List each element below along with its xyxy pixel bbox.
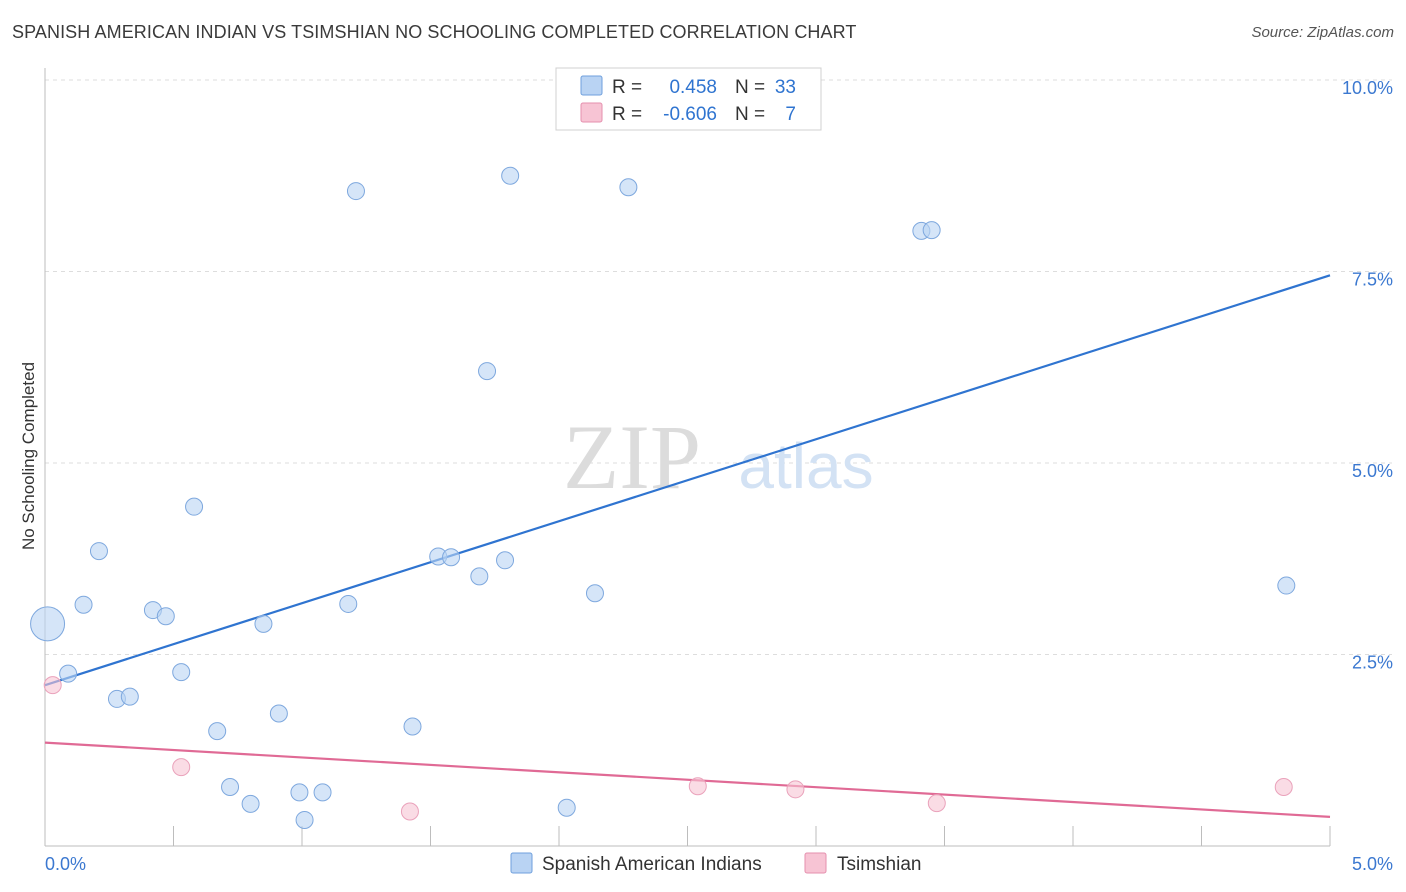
data-point-blue[interactable] [557, 798, 576, 817]
data-point-blue[interactable] [208, 722, 227, 741]
data-point-blue[interactable] [442, 548, 461, 567]
data-point-blue[interactable] [313, 783, 332, 802]
x-tick-label: 0.0% [45, 854, 86, 874]
y-tick-label: 7.5% [1352, 270, 1393, 290]
data-point-pink[interactable] [1274, 778, 1293, 797]
data-point-pink[interactable] [927, 794, 946, 813]
stats-row-pink: R = -0.606 N = 7 [580, 102, 796, 125]
data-point-blue[interactable] [496, 551, 515, 570]
x-tick-label: 5.0% [1352, 854, 1393, 874]
data-point-blue[interactable] [172, 663, 191, 682]
data-point-blue[interactable] [1277, 576, 1296, 595]
data-point-blue[interactable] [470, 567, 489, 586]
data-point-pink[interactable] [786, 780, 805, 799]
data-point-pink[interactable] [688, 777, 707, 796]
data-point-blue[interactable] [30, 606, 66, 642]
data-point-pink[interactable] [172, 758, 191, 777]
legend-item-spanish-american-indians[interactable]: Spanish American Indians [510, 852, 762, 875]
legend-label: Tsimshian [837, 854, 921, 875]
data-point-blue[interactable] [74, 595, 93, 614]
data-point-blue[interactable] [185, 497, 204, 516]
data-point-blue[interactable] [295, 810, 314, 829]
data-point-blue[interactable] [221, 778, 240, 797]
source-label: Source: ZipAtlas.com [1251, 24, 1394, 41]
y-tick-label: 5.0% [1352, 461, 1393, 481]
n-label: N = [735, 104, 765, 125]
data-point-blue[interactable] [254, 614, 273, 633]
r-value: -0.606 [663, 104, 717, 125]
data-point-blue[interactable] [403, 717, 422, 736]
legend-swatch-pink [804, 852, 827, 874]
blue-swatch [580, 75, 603, 96]
data-point-blue[interactable] [501, 166, 520, 185]
data-point-blue[interactable] [339, 594, 358, 613]
watermark: ZIP atlas [563, 406, 874, 508]
data-point-blue[interactable] [120, 687, 139, 706]
legend-swatch-blue [510, 852, 533, 874]
chart-title: SPANISH AMERICAN INDIAN VS TSIMSHIAN NO … [12, 22, 857, 42]
data-point-pink[interactable] [43, 676, 62, 695]
data-point-blue[interactable] [89, 542, 108, 561]
stats-legend: R = 0.458 N = 33 R = -0.606 N = 7 [555, 67, 822, 131]
data-point-blue[interactable] [346, 182, 365, 201]
legend-item-tsimshian[interactable]: Tsimshian [804, 852, 921, 875]
n-value: 7 [785, 104, 796, 125]
watermark-zip: ZIP [563, 406, 701, 508]
stats-row-blue: R = 0.458 N = 33 [580, 75, 796, 98]
watermark-atlas: atlas [738, 430, 873, 502]
trend-line-pink [44, 741, 1331, 818]
data-point-blue[interactable] [241, 794, 260, 813]
legend-label: Spanish American Indians [542, 854, 762, 875]
n-value: 33 [775, 77, 796, 98]
data-point-pink[interactable] [400, 802, 419, 821]
y-tick-label: 2.5% [1352, 653, 1393, 673]
r-label: R = [612, 77, 642, 98]
n-label: N = [735, 77, 765, 98]
data-point-blue[interactable] [478, 362, 497, 381]
data-point-blue[interactable] [585, 584, 604, 603]
trend-line-blue [44, 274, 1331, 687]
data-point-blue[interactable] [619, 178, 638, 197]
series-legend: Spanish American Indians Tsimshian [510, 852, 921, 875]
data-point-blue[interactable] [59, 664, 78, 683]
r-value: 0.458 [669, 77, 717, 98]
data-point-blue[interactable] [156, 607, 175, 626]
data-point-blue[interactable] [290, 783, 309, 802]
data-point-blue[interactable] [922, 221, 941, 240]
y-tick-label: 10.0% [1342, 78, 1393, 98]
r-label: R = [612, 104, 642, 125]
y-axis-label: No Schooling Completed [19, 362, 38, 550]
pink-swatch [580, 102, 603, 123]
data-point-blue[interactable] [269, 704, 288, 723]
